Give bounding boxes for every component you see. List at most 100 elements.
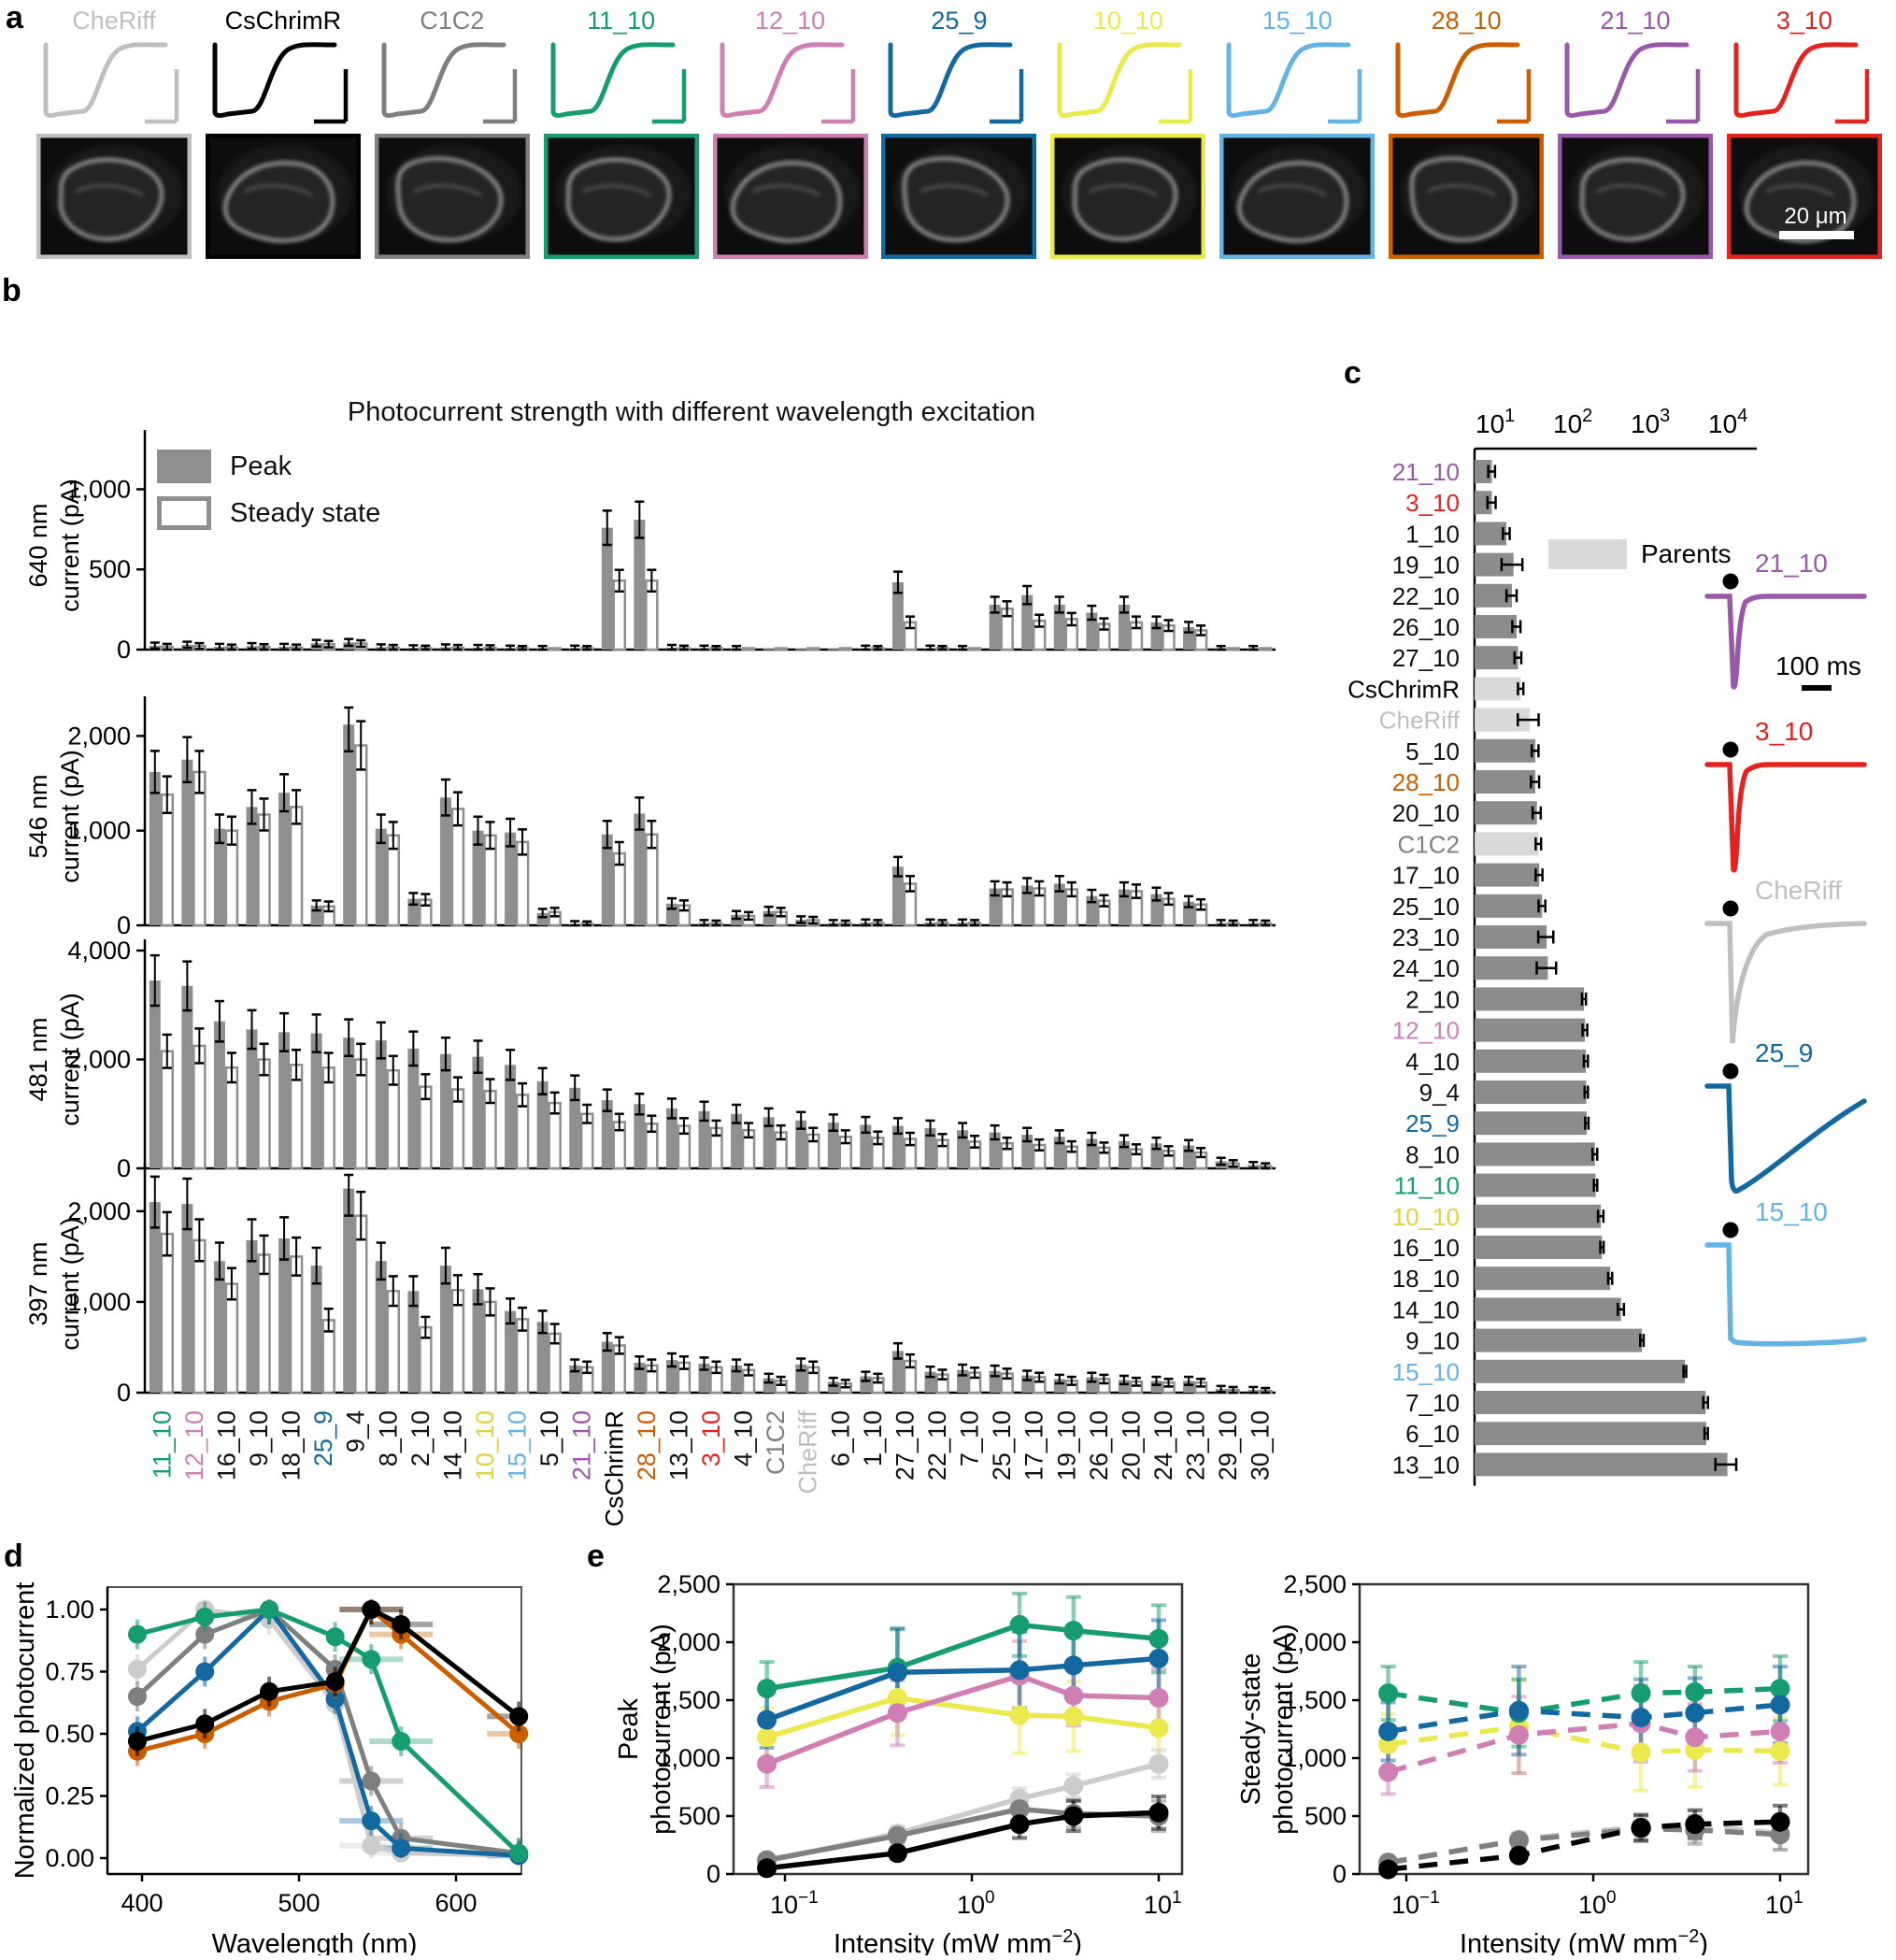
peak-bar <box>375 1261 387 1393</box>
trace-scalebar <box>1159 69 1193 124</box>
tau-row-label-13_10: 13_10 <box>1392 1451 1460 1479</box>
peak-bar <box>763 649 775 651</box>
y-tick: 4,000 <box>67 937 131 965</box>
y-tick: 500 <box>89 555 131 583</box>
intensity-point-CsChrimR <box>1148 1802 1169 1823</box>
peak-bar <box>1118 604 1130 650</box>
peak-bar <box>343 724 355 925</box>
intensity-point-CsChrimR <box>1685 1814 1705 1835</box>
stimulus-dot <box>1722 900 1739 917</box>
panel-d-svg: 0.00 0.25 0.50 0.75 1.00 400 500 600 Wavelength … <box>10 1582 529 1959</box>
peak-bar <box>891 1125 904 1168</box>
peak-bar <box>891 866 904 925</box>
variant-label: CheRiff <box>72 7 156 35</box>
peak-bar <box>891 1351 904 1393</box>
peak-bar <box>601 527 613 650</box>
spectrum-point-CsChrimR <box>260 1681 279 1701</box>
tau-row-label-9_4: 9_4 <box>1419 1079 1460 1107</box>
inset-trace-15_10 <box>1704 1242 1867 1347</box>
y-axis-title: current (pA) <box>56 1217 84 1351</box>
spectrum-point-C1C2 <box>127 1687 147 1707</box>
peak-bar <box>407 1048 420 1168</box>
steady-bar <box>353 744 368 927</box>
y-tick: 1,000 <box>67 1288 131 1316</box>
inset-scale-label: 100 ms <box>1775 651 1861 680</box>
fluorescence-cell-image <box>1389 134 1545 259</box>
photocurrent-trace-thumbnail <box>720 42 855 124</box>
peak-bar <box>310 1033 322 1168</box>
photocurrent-trace-thumbnail <box>43 42 179 124</box>
trace-path <box>381 42 506 119</box>
x-category-label-8_10: 8_10 <box>374 1410 402 1466</box>
tau-bar-25_9 <box>1475 1111 1588 1136</box>
trace-path <box>1057 42 1182 119</box>
peak-bar <box>1053 1137 1065 1168</box>
spectrum-point-11_10 <box>127 1624 147 1644</box>
tau-bar-16_10 <box>1475 1236 1603 1259</box>
intensity-point-12_10 <box>757 1753 777 1774</box>
tau-row-label-8_10: 8_10 <box>1405 1140 1460 1168</box>
tau-bar-4_10 <box>1475 1049 1587 1073</box>
x-category-label-20_10: 20_10 <box>1117 1410 1145 1481</box>
peak-bar <box>860 1124 872 1168</box>
intensity-point-25_9 <box>1770 1695 1790 1715</box>
x-category-label-15_10: 15_10 <box>504 1410 532 1481</box>
spectrum-point-11_10 <box>195 1607 215 1626</box>
steady-bar <box>192 1238 207 1395</box>
peak-bar <box>149 980 161 1168</box>
y-tick: 1,000 <box>1283 1744 1347 1772</box>
intensity-point-11_10 <box>1148 1628 1169 1649</box>
legend-label-parents: Parents <box>1641 539 1732 568</box>
intensity-point-CsChrimR <box>1508 1845 1529 1866</box>
peak-bar <box>569 1087 581 1168</box>
tau-row-label-22_10: 22_10 <box>1392 582 1460 610</box>
peak-bar <box>505 832 517 925</box>
x-axis-title: Intensity (mW mm−2) <box>1460 1926 1708 1955</box>
y-axis-title: Peak <box>614 1697 644 1760</box>
intensity-line-11_10 <box>766 1622 1160 1692</box>
tau-row-label-28_10: 28_10 <box>1392 768 1460 796</box>
peak-bar <box>1086 895 1098 925</box>
stimulus-dot <box>1722 741 1739 758</box>
tau-row-label-19_10: 19_10 <box>1392 551 1460 579</box>
y-axis-title: current (pA) <box>56 750 84 883</box>
spectrum-point-CsChrimR <box>195 1714 215 1734</box>
intensity-point-11_10 <box>1631 1683 1651 1704</box>
fluorescence-cell-image <box>205 134 361 259</box>
tau-bar-9_10 <box>1475 1328 1643 1352</box>
trace-path <box>1733 42 1859 119</box>
y-tick: 1,500 <box>1283 1686 1347 1714</box>
intensity-point-12_10 <box>1148 1688 1169 1709</box>
inset-trace-21_10 <box>1704 594 1867 690</box>
intensity-point-C1C2 <box>1009 1799 1030 1820</box>
x-category-label-30_10: 30_10 <box>1247 1410 1275 1481</box>
tau-bar-11_10 <box>1475 1173 1596 1197</box>
x-category-label-14_10: 14_10 <box>438 1410 466 1481</box>
peak-bar <box>634 813 646 925</box>
intensity-point-10_10 <box>1148 1718 1169 1738</box>
fluorescence-cell-image <box>1050 134 1206 259</box>
spectrum-point-11_10 <box>509 1843 529 1863</box>
y-tick: 1,000 <box>67 817 131 845</box>
x-category-label-17_10: 17_10 <box>1020 1410 1048 1481</box>
intensity-point-CsChrimR <box>1631 1817 1651 1838</box>
tau-row-label-CheRiff: CheRiff <box>1379 707 1461 735</box>
variant-label: 12_10 <box>755 7 826 35</box>
peak-bar <box>310 1266 322 1393</box>
steady-bar <box>967 647 982 651</box>
tau-bar-2_10 <box>1475 987 1585 1011</box>
legend-label-steady: Steady state <box>230 497 381 528</box>
intensity-line-CsChrimR <box>1388 1819 1781 1872</box>
bar-chart-397nm: 0 1,000 2,000 397 nm current (pA) <box>24 1164 1276 1407</box>
tau-row-label-15_10: 15_10 <box>1392 1358 1460 1386</box>
intensity-point-CheRiff <box>1148 1753 1169 1774</box>
peak-bar <box>601 834 613 925</box>
intensity-point-10_10 <box>1631 1742 1651 1763</box>
legend-row-peak: Peak <box>157 450 380 483</box>
tau-bar-6_10 <box>1475 1422 1706 1446</box>
variant-column-10_10: 10_10 <box>1048 6 1208 265</box>
trace-scalebar <box>1834 69 1870 124</box>
peak-bar <box>246 1239 258 1393</box>
tau-bar-9_4 <box>1475 1080 1587 1104</box>
intensity-point-10_10 <box>1063 1706 1084 1726</box>
